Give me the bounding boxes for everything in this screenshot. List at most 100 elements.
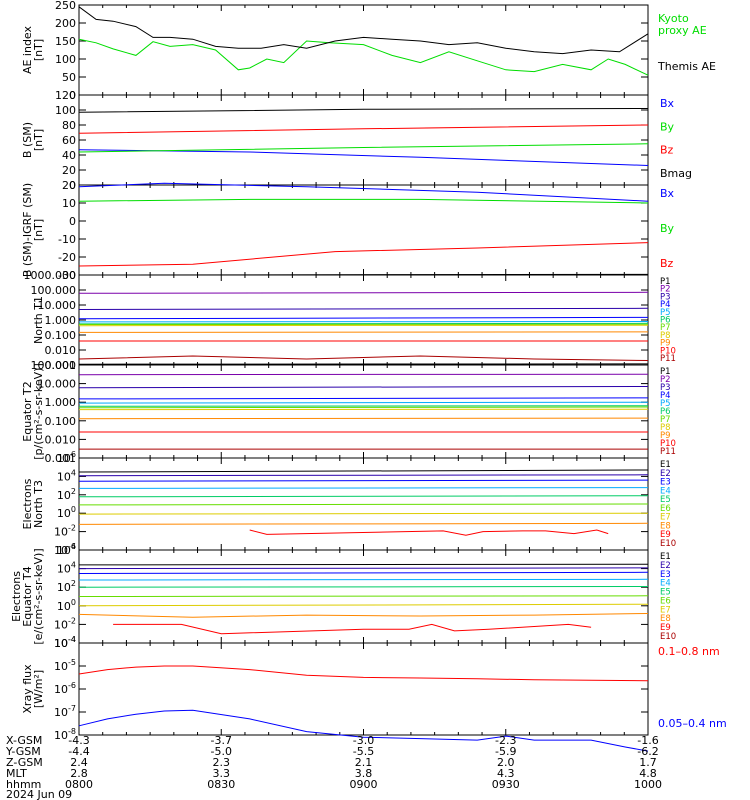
- y-tick-label: 60: [62, 134, 76, 147]
- panel-frame: [78, 642, 649, 736]
- y-tick-label: 10-4: [54, 635, 76, 650]
- ephemeris-value: 1.7: [639, 756, 657, 769]
- y-tick-label: 0.001: [45, 452, 77, 465]
- series-line-e4: [78, 487, 649, 489]
- panel-frame: [78, 184, 649, 276]
- legend-label: P7: [660, 323, 671, 333]
- y-tick-label: 10: [62, 197, 76, 210]
- series-line-e8: [78, 613, 649, 618]
- legend-label: P11: [660, 354, 676, 364]
- ephemeris-value: 3.8: [355, 767, 373, 780]
- series-line-p8: [78, 324, 649, 327]
- series-line-bx: [78, 149, 649, 166]
- ephemeris-value: 0900: [350, 778, 378, 791]
- legend-label: P6: [660, 316, 671, 326]
- series-line-e7: [78, 603, 649, 607]
- series-line-p2: [78, 291, 649, 294]
- legend-label: 0.05–0.4 nm: [658, 717, 727, 730]
- legend-label: P2: [660, 375, 671, 385]
- y-axis-title: Equator T2: [21, 381, 34, 441]
- y-tick-label: 102: [57, 579, 76, 594]
- series-line-e2: [78, 567, 649, 570]
- legend-label: E10: [660, 539, 676, 549]
- ephemeris-value: 2.1: [355, 756, 373, 769]
- y-tick-label: 0: [69, 215, 76, 228]
- series-line-p1: [78, 273, 649, 276]
- series-line-e4: [78, 578, 649, 581]
- y-tick-label: 40: [62, 149, 76, 162]
- y-tick-label: 10-7: [54, 704, 76, 719]
- series-line-themis-ae: [78, 6, 649, 55]
- legend-label: P8: [660, 423, 671, 433]
- legend-label: E7: [660, 513, 671, 523]
- legend-label: E2: [660, 561, 671, 571]
- series-line-e2: [78, 474, 649, 477]
- y-axis-title: Electrons: [10, 571, 23, 622]
- legend-label: E9: [660, 623, 671, 633]
- panel-frame: [78, 4, 649, 96]
- legend-label: E9: [660, 530, 671, 540]
- series-line-0-1-0-8-nm: [78, 665, 649, 682]
- legend-label: Bx: [660, 97, 675, 110]
- series-line-e6: [78, 595, 649, 597]
- ephemeris-value: 0800: [65, 778, 93, 791]
- y-axis-title: Electrons: [21, 478, 34, 529]
- y-axis-title: Xray flux: [21, 664, 34, 714]
- series-line-e3: [78, 479, 649, 482]
- y-axis-title: AE index: [21, 25, 34, 74]
- ephemeris-value: 0930: [492, 778, 520, 791]
- series-line-e7: [78, 512, 649, 515]
- panel-b-igrf: -30 -20 -10 0 10 20 B (SM)-IGRF (SM)[nT] Bx By Bz: [21, 179, 675, 282]
- legend-label: Bz: [660, 144, 674, 157]
- y-tick-label: 120: [55, 89, 76, 102]
- y-tick-label: 50: [62, 71, 76, 84]
- legend-label: Kyoto: [658, 12, 689, 25]
- y-axis-title: [nT]: [32, 219, 45, 241]
- legend-label: Themis AE: [657, 60, 716, 73]
- series-line-p3: [78, 307, 649, 310]
- ephemeris-row-label: Z-GSM: [6, 756, 43, 769]
- ephemeris-value: 2.4: [70, 756, 88, 769]
- y-tick-label: 10-2: [54, 616, 76, 631]
- ephemeris-value: -2.3: [495, 734, 516, 747]
- y-axis-title: [nT]: [32, 129, 45, 151]
- ephemeris-value: -6.2: [637, 745, 658, 758]
- legend-label: P5: [660, 399, 671, 409]
- legend-label: By: [660, 222, 675, 235]
- panel-frame: [78, 364, 649, 459]
- ephemeris-value: 4.8: [639, 767, 657, 780]
- legend-label: E6: [660, 504, 671, 514]
- legend-label: E5: [660, 495, 671, 505]
- y-tick-label: 100.000: [31, 359, 77, 372]
- legend-label: 0.1–0.8 nm: [658, 645, 720, 658]
- legend-label: E2: [660, 469, 671, 479]
- series-line-kyoto-proxy-ae: [78, 38, 649, 76]
- y-tick-label: 106: [57, 542, 76, 557]
- series-line-p6: [78, 405, 649, 407]
- legend-label: Bx: [660, 187, 675, 200]
- y-axis-title: [e/(cm²-s-sr-keV)]: [32, 548, 45, 644]
- legend-label: Bmag: [660, 167, 692, 180]
- series-line-e1: [78, 563, 649, 566]
- ephemeris-value: -3.7: [211, 734, 232, 747]
- y-axis-title: Equator T4: [21, 566, 34, 626]
- series-line-e6: [78, 503, 649, 506]
- series-line-bz: [78, 124, 649, 134]
- y-tick-label: 1.000: [45, 314, 77, 327]
- legend-label: P8: [660, 331, 671, 341]
- ephemeris-value: -1.6: [637, 734, 658, 747]
- y-tick-label: 0.100: [45, 329, 77, 342]
- y-tick-label: 100.000: [31, 284, 77, 297]
- ephemeris-value: -4.3: [68, 734, 89, 747]
- ephemeris-value: 4.3: [497, 767, 515, 780]
- series-line-p4: [78, 397, 649, 400]
- legend-label: By: [660, 120, 675, 133]
- ephemeris-value: 2.8: [70, 767, 88, 780]
- y-tick-label: 10-6: [54, 681, 76, 696]
- y-tick-label: 1000.000: [24, 269, 77, 282]
- y-tick-label: 100: [55, 104, 76, 117]
- y-tick-label: 100: [57, 598, 76, 613]
- y-tick-label: 20: [62, 164, 76, 177]
